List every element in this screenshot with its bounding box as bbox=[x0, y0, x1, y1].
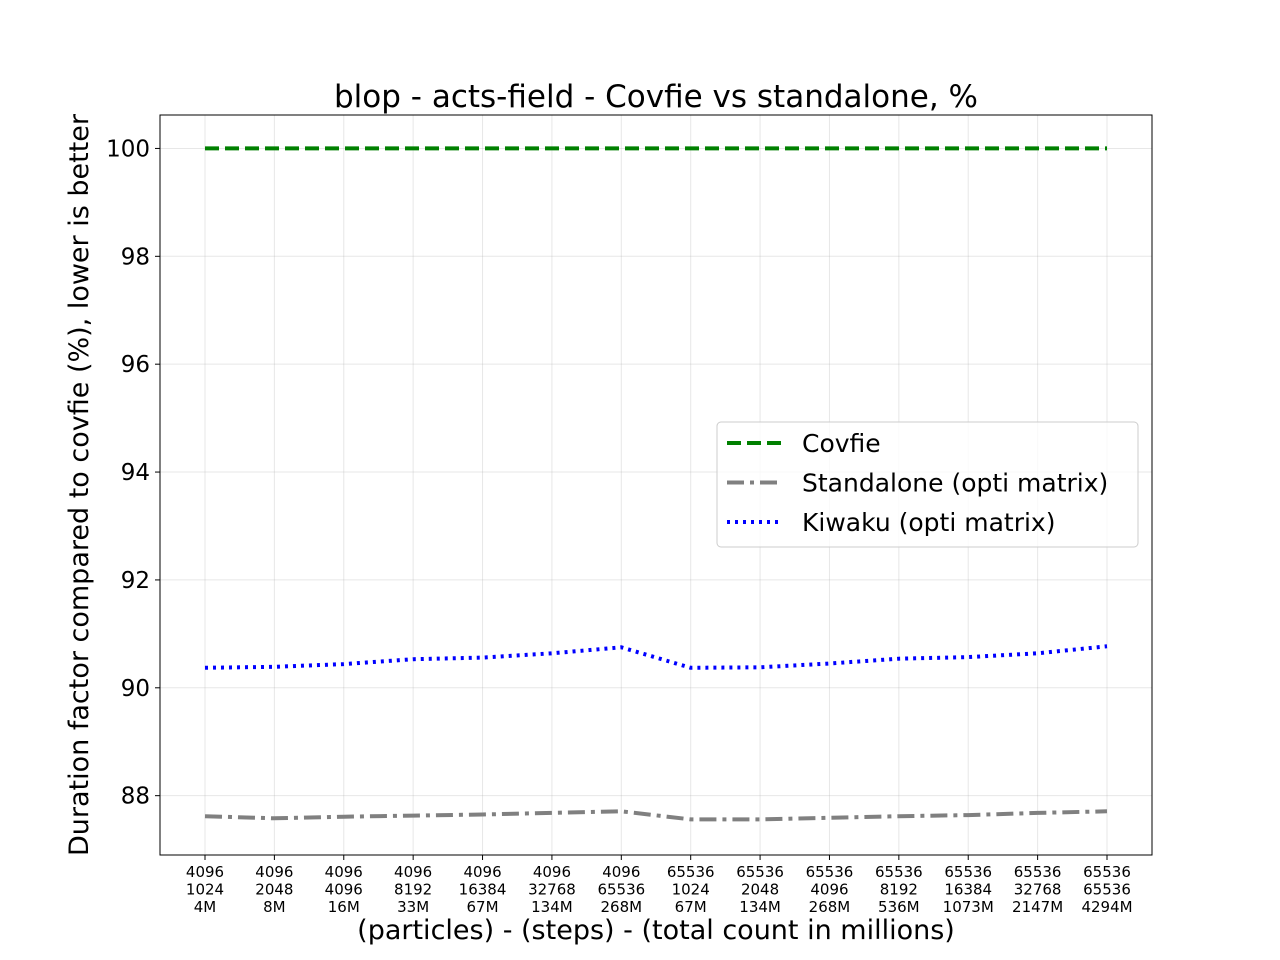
legend-label: Kiwaku (opti matrix) bbox=[802, 508, 1055, 537]
legend: Covfie Standalone (opti matrix) Kiwaku (op… bbox=[716, 421, 1139, 548]
y-tick-label: 98 bbox=[121, 244, 150, 270]
x-tick-label: 65536 16384 1073M bbox=[943, 863, 994, 916]
plot-area-frame bbox=[159, 114, 1153, 856]
legend-label: Covfie bbox=[802, 429, 881, 458]
x-axis-ticks: 4096 1024 4M 4096 2048 8M 4096 4096 16M 4096 8192 3… bbox=[186, 855, 1133, 916]
x-tick-label: 4096 4096 16M bbox=[325, 863, 363, 916]
x-axis-label: (particles) - (steps) - (total count in … bbox=[357, 915, 955, 946]
x-tick-label: 4096 32768 134M bbox=[528, 863, 576, 916]
x-tick-label: 4096 2048 8M bbox=[255, 863, 293, 916]
y-tick-label: 96 bbox=[121, 352, 150, 378]
series-line-1 bbox=[204, 809, 1108, 822]
y-tick-label: 90 bbox=[121, 676, 150, 702]
legend-label: Standalone (opti matrix) bbox=[802, 469, 1108, 498]
y-tick-label: 100 bbox=[106, 136, 150, 162]
x-tick-label: 65536 2048 134M bbox=[736, 863, 784, 916]
y-axis-ticks: 88 90 92 94 96 98 100 bbox=[106, 136, 160, 810]
y-tick-label: 88 bbox=[121, 784, 150, 810]
x-tick-label: 4096 16384 67M bbox=[459, 863, 507, 916]
y-tick-label: 94 bbox=[121, 460, 150, 486]
x-tick-label: 65536 1024 67M bbox=[667, 863, 715, 916]
x-tick-label: 65536 32768 2147M bbox=[1012, 863, 1063, 916]
chart-title: blop - acts-field - Covfie vs standalone… bbox=[334, 79, 978, 115]
series-lines bbox=[204, 146, 1108, 822]
x-tick-label: 65536 4096 268M bbox=[806, 863, 854, 916]
x-tick-label: 65536 8192 536M bbox=[875, 863, 923, 916]
y-tick-label: 92 bbox=[121, 568, 150, 594]
x-tick-label: 4096 8192 33M bbox=[394, 863, 432, 916]
x-tick-label: 4096 1024 4M bbox=[186, 863, 224, 916]
legend-frame bbox=[716, 421, 1139, 548]
x-tick-label: 4096 65536 268M bbox=[597, 863, 645, 916]
series-line-2 bbox=[204, 644, 1108, 670]
x-tick-label: 65536 65536 4294M bbox=[1081, 863, 1132, 916]
y-axis-label: Duration factor compared to covfie (%), … bbox=[64, 113, 95, 856]
